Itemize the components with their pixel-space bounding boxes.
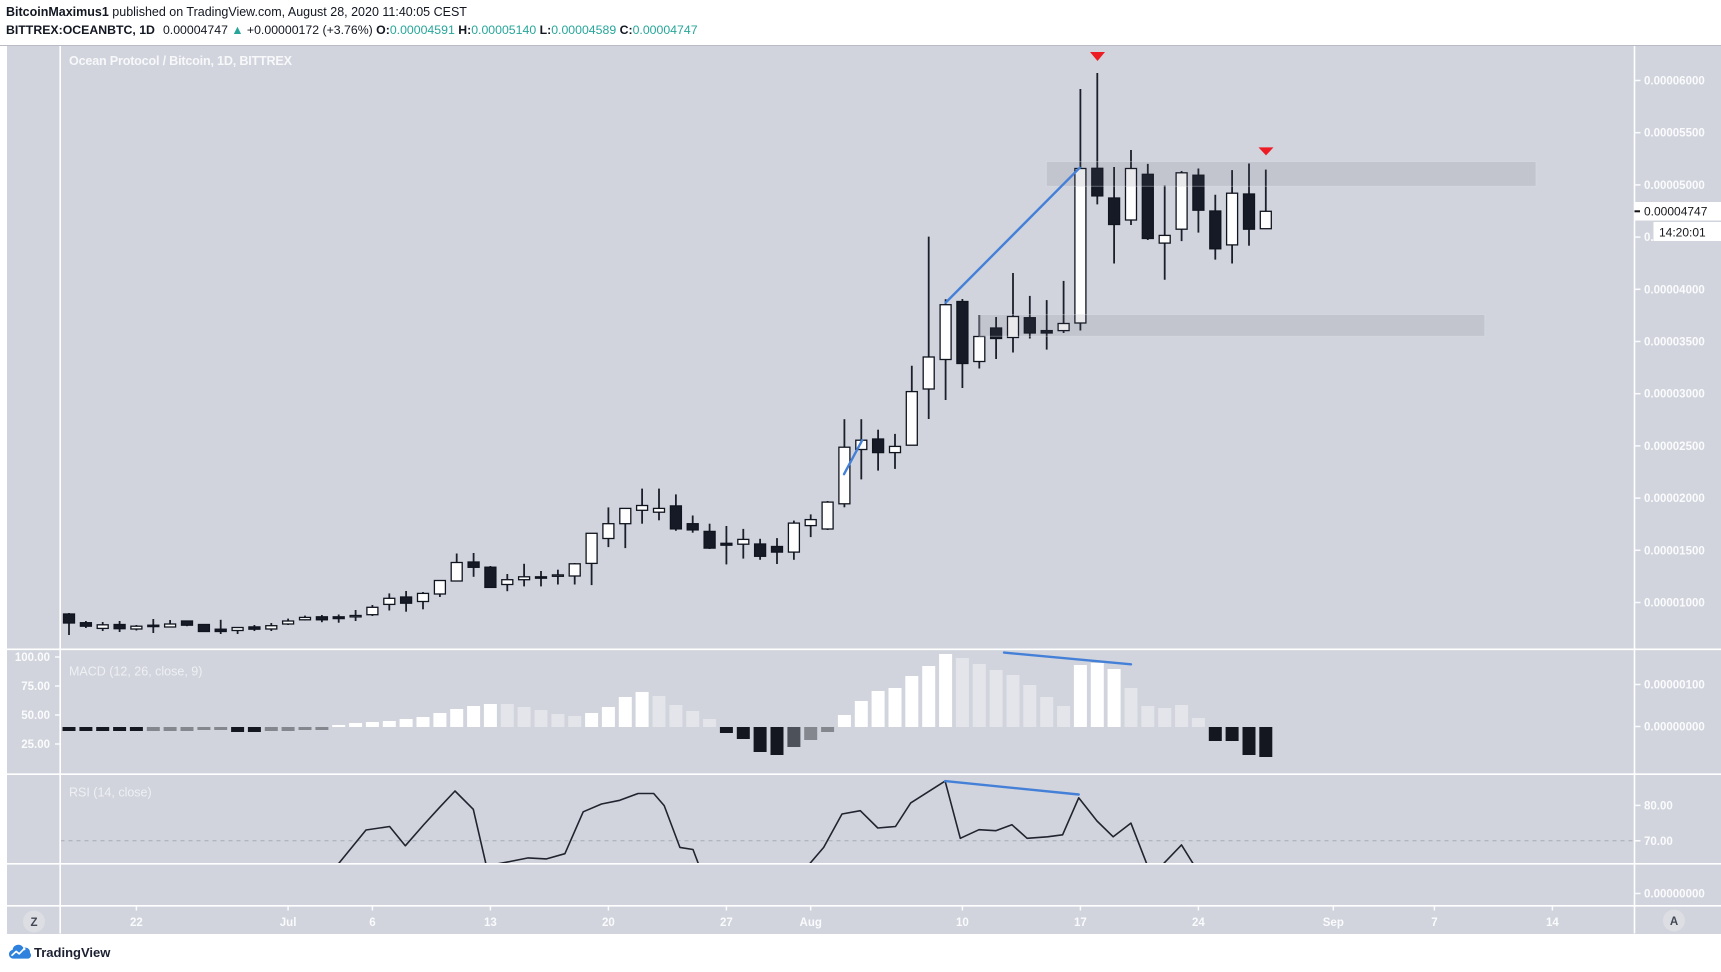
svg-text:MACD (12, 26, close, 9): MACD (12, 26, close, 9) — [69, 665, 202, 679]
svg-text:0.00000000: 0.00000000 — [1644, 889, 1705, 901]
svg-text:80.00: 80.00 — [1644, 800, 1673, 812]
svg-text:0.00005500: 0.00005500 — [1644, 128, 1705, 140]
svg-text:22: 22 — [130, 917, 143, 929]
svg-text:0.00000000: 0.00000000 — [1644, 722, 1705, 734]
svg-text:0.00001000: 0.00001000 — [1644, 598, 1705, 610]
svg-text:20: 20 — [602, 917, 615, 929]
svg-text:0.00004747: 0.00004747 — [1644, 205, 1708, 219]
svg-text:Aug: Aug — [800, 917, 822, 929]
svg-text:0.00001500: 0.00001500 — [1644, 545, 1705, 557]
svg-text:Ocean Protocol / Bitcoin, 1D,: Ocean Protocol / Bitcoin, 1D, BITTREX — [69, 54, 293, 68]
svg-text:0.00006000: 0.00006000 — [1644, 76, 1705, 88]
svg-text:14: 14 — [1546, 917, 1559, 929]
svg-text:0.00000100: 0.00000100 — [1644, 680, 1705, 692]
svg-text:0.00004000: 0.00004000 — [1644, 284, 1705, 296]
svg-text:75.00: 75.00 — [21, 681, 50, 693]
svg-text:27: 27 — [720, 917, 733, 929]
svg-text:7: 7 — [1431, 917, 1437, 929]
svg-text:0.00003000: 0.00003000 — [1644, 389, 1705, 401]
svg-text:100.00: 100.00 — [15, 652, 50, 664]
svg-text:0.00005000: 0.00005000 — [1644, 180, 1705, 192]
svg-text:6: 6 — [369, 917, 375, 929]
svg-text:Jul: Jul — [280, 917, 297, 929]
svg-text:13: 13 — [484, 917, 497, 929]
svg-text:0.00002500: 0.00002500 — [1644, 441, 1705, 453]
svg-text:0.00003500: 0.00003500 — [1644, 337, 1705, 349]
svg-text:A: A — [1670, 916, 1678, 928]
svg-text:17: 17 — [1074, 917, 1087, 929]
svg-text:25.00: 25.00 — [21, 739, 50, 751]
svg-text:70.00: 70.00 — [1644, 836, 1673, 848]
svg-text:14:20:01: 14:20:01 — [1659, 225, 1706, 239]
svg-text:50.00: 50.00 — [21, 710, 50, 722]
svg-text:24: 24 — [1192, 917, 1205, 929]
svg-text:Z: Z — [30, 917, 37, 929]
svg-text:RSI (14, close): RSI (14, close) — [69, 786, 152, 800]
svg-text:0.00002000: 0.00002000 — [1644, 493, 1705, 505]
svg-text:10: 10 — [956, 917, 969, 929]
svg-text:Sep: Sep — [1323, 917, 1344, 929]
